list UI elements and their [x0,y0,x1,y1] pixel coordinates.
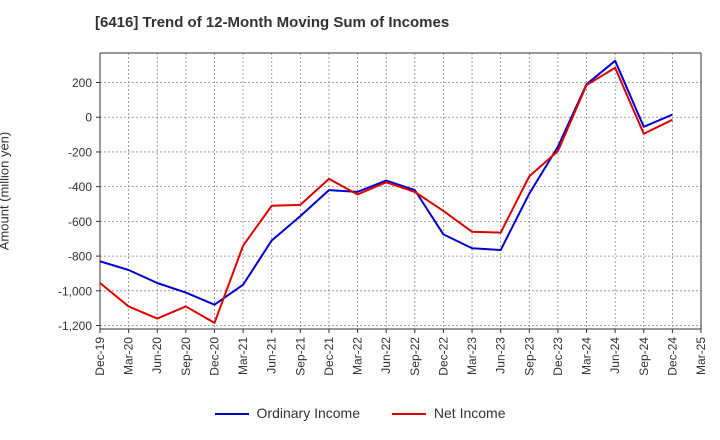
y-tick-label: -800 [68,250,92,264]
x-tick-label: Dec-20 [207,337,221,376]
legend-item-ordinary-income: Ordinary Income [214,405,360,422]
x-tick-label: Jun-20 [150,337,164,374]
y-tick-label: 0 [85,111,92,125]
x-tick-label: Jun-24 [608,337,622,374]
x-tick-label: Sep-20 [179,337,193,376]
legend-swatch-net-income [391,412,426,415]
x-tick-label: Mar-22 [351,337,365,375]
x-tick-label: Sep-21 [293,337,307,376]
legend-item-net-income: Net Income [391,405,506,422]
y-tick-label: -600 [68,215,92,229]
series-line-net-income [99,66,673,324]
x-tick-label: Mar-25 [694,337,708,375]
x-tick-label: Dec-23 [551,337,565,376]
x-tick-label: Mar-20 [122,337,136,375]
x-tick-label: Dec-22 [436,337,450,376]
x-tick-label: Dec-24 [665,337,679,376]
x-tick-label: Jun-22 [379,337,393,374]
y-tick-label: -1,200 [58,319,92,333]
legend: Ordinary Income Net Income [0,404,720,421]
legend-label-ordinary-income: Ordinary Income [256,405,360,422]
y-tick-label: 200 [72,76,92,90]
chart-title: [6416] Trend of 12-Month Moving Sum of I… [95,14,450,31]
x-tick-label: Sep-22 [408,337,422,376]
x-tick-label: Mar-24 [580,337,594,375]
y-tick-label: -1,000 [58,284,92,298]
x-tick-label: Dec-21 [322,337,336,376]
y-tick-label: -400 [68,180,92,194]
y-tick-label: -200 [68,145,92,159]
x-tick-label: Sep-24 [637,337,651,376]
x-tick-label: Jun-23 [494,337,508,374]
plot-area [100,53,701,329]
legend-swatch-ordinary-income [214,412,249,415]
x-tick-label: Dec-19 [93,337,107,376]
x-tick-label: Jun-21 [265,337,279,374]
x-tick-label: Mar-23 [465,337,479,375]
x-tick-label: Sep-23 [522,337,536,376]
x-tick-label: Mar-21 [236,337,250,375]
legend-label-net-income: Net Income [433,405,506,422]
